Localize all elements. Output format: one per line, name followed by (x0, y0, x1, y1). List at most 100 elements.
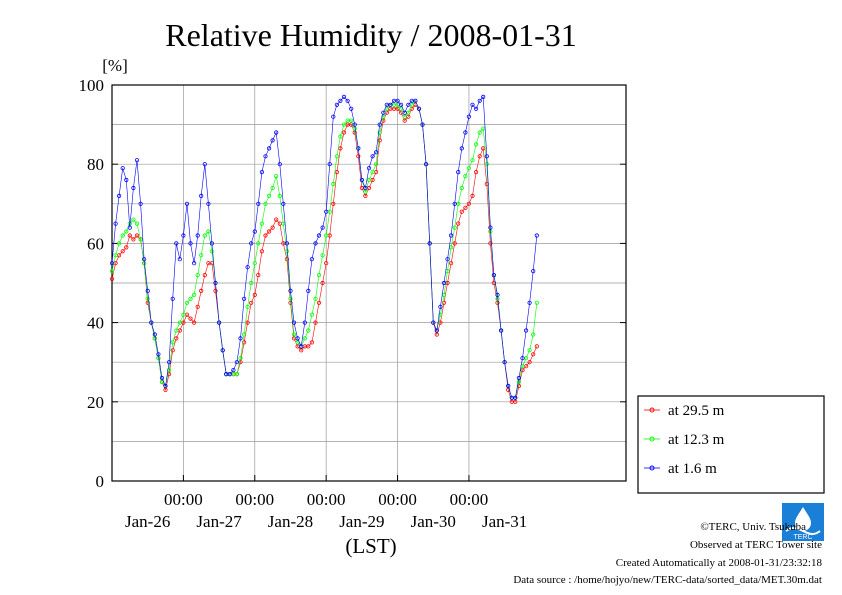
data-point (145, 288, 150, 293)
data-point (199, 253, 204, 258)
data-point (209, 241, 214, 246)
data-point (477, 154, 482, 159)
legend-label: at 29.5 m (668, 403, 725, 419)
data-point (488, 241, 493, 246)
data-point (127, 225, 132, 230)
data-point (249, 280, 254, 286)
data-point (477, 130, 482, 135)
data-point (174, 336, 179, 341)
data-point (113, 253, 118, 258)
data-point (156, 352, 161, 357)
data-point (245, 304, 250, 309)
legend-box (637, 395, 825, 494)
data-point (359, 177, 364, 183)
data-point (331, 201, 336, 206)
data-point (188, 316, 193, 321)
data-point (234, 360, 239, 365)
data-point (388, 102, 393, 107)
data-point (452, 225, 457, 230)
data-point (284, 241, 289, 246)
data-point (163, 387, 168, 392)
legend-label: at 1.6 m (668, 461, 717, 477)
data-point (448, 261, 454, 266)
data-point (291, 320, 297, 325)
data-point (192, 261, 197, 266)
data-point (534, 344, 539, 349)
data-point (373, 162, 379, 167)
data-point (217, 320, 222, 325)
data-point (281, 201, 286, 206)
data-point (302, 320, 307, 325)
data-point (398, 102, 404, 107)
data-point (520, 367, 525, 373)
data-point (299, 348, 304, 353)
data-point (195, 304, 200, 309)
data-point (117, 241, 122, 246)
data-point (259, 249, 264, 254)
legend-label: at 12.3 m (668, 432, 725, 448)
data-point (456, 170, 461, 175)
data-point (406, 102, 411, 107)
data-point (256, 241, 261, 246)
data-point (202, 233, 207, 238)
data-point (124, 229, 129, 234)
data-point (316, 300, 322, 305)
data-point (188, 296, 193, 301)
data-point (263, 201, 268, 206)
data-point (477, 98, 482, 103)
data-point (516, 375, 522, 381)
data-point (366, 177, 372, 183)
data-point (438, 312, 443, 317)
data-point (192, 292, 197, 297)
data-point (316, 272, 322, 278)
data-point (352, 130, 357, 135)
data-point (381, 114, 386, 119)
data-point (463, 130, 468, 135)
svg-text:TERC: TERC (793, 534, 812, 541)
data-point (284, 257, 289, 262)
data-point (238, 336, 243, 341)
y-tick-label: 20 (87, 393, 104, 412)
credit-copyright: ©TERC, Univ. Tsukuba (700, 521, 806, 533)
data-point (234, 371, 239, 377)
axes: 0 20 40 60 80 100 00:00 00:00 00:00 00:00 00:00 Jan… (79, 76, 627, 531)
plot-frame (111, 84, 627, 482)
data-point (117, 193, 122, 198)
data-point (238, 356, 243, 361)
x-date-label: Jan-27 (196, 512, 242, 531)
data-point (209, 249, 214, 254)
data-point (167, 367, 172, 373)
data-point (402, 114, 407, 119)
data-point (266, 229, 272, 234)
data-point (249, 300, 254, 305)
data-point (120, 249, 125, 254)
data-point (299, 344, 304, 349)
data-point (245, 265, 250, 270)
data-point (338, 134, 343, 139)
legend: at 29.5 m at 12.3 m at 1.6 m (637, 395, 825, 494)
grid (112, 85, 626, 481)
data-point (213, 280, 218, 286)
data-point (377, 130, 382, 135)
legend-swatch-marker (649, 407, 655, 413)
data-point (484, 181, 489, 187)
data-point (120, 166, 125, 171)
x-tick-label: 00:00 (450, 490, 489, 509)
data-point (523, 328, 529, 333)
data-point (463, 205, 468, 210)
data-point (181, 233, 186, 238)
data-point (331, 181, 336, 187)
data-point (527, 348, 532, 353)
data-point (349, 118, 354, 123)
data-point (363, 189, 368, 194)
data-point (113, 221, 118, 226)
x-date-label: Jan-26 (125, 512, 170, 531)
data-point (470, 102, 475, 107)
data-point (402, 118, 407, 123)
series-at-12-3-m (109, 98, 539, 400)
data-point (452, 241, 457, 246)
data-point (334, 170, 339, 175)
data-point (270, 225, 275, 230)
data-point (177, 320, 182, 325)
